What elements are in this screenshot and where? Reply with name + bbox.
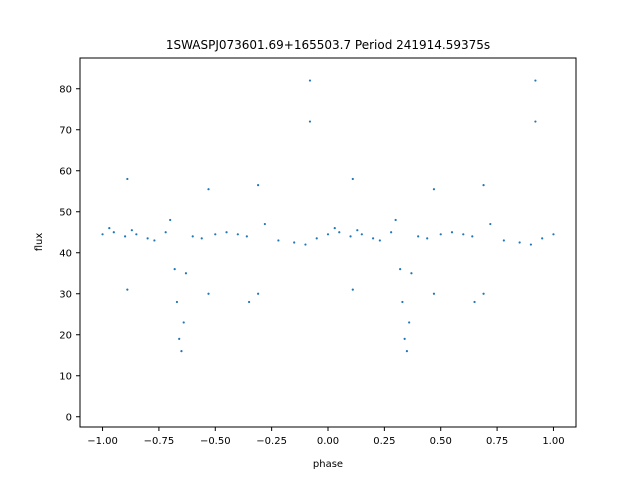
data-point: [108, 227, 111, 230]
data-point: [175, 300, 179, 304]
x-tick-label: −0.75: [144, 436, 175, 447]
data-point: [214, 233, 217, 236]
data-point: [257, 184, 260, 187]
data-point: [257, 292, 260, 295]
y-axis: 0 10 20 30 40 50 60 70 80: [59, 84, 80, 423]
data-point: [169, 218, 172, 222]
data-point: [432, 188, 436, 191]
data-point: [405, 350, 409, 353]
data-point: [153, 239, 156, 242]
data-point: [541, 237, 544, 240]
data-point: [225, 231, 228, 234]
data-point: [401, 300, 404, 304]
data-point: [529, 243, 533, 246]
data-point: [552, 233, 555, 236]
data-point: [180, 350, 183, 353]
y-tick-label: 70: [59, 125, 72, 136]
data-point: [146, 237, 149, 240]
data-point: [308, 120, 312, 123]
y-axis-label: flux: [34, 233, 45, 252]
y-tick-label: 40: [59, 248, 72, 259]
data-point: [390, 231, 393, 234]
data-point: [338, 231, 341, 234]
x-tick-label: −0.50: [200, 436, 231, 447]
data-point: [371, 237, 375, 240]
x-axis: −1.00 −0.75 −0.50 −0.25 0.00 0.25 0.50 0.75 1.00: [87, 427, 565, 447]
data-point: [489, 222, 492, 226]
data-point: [450, 231, 454, 234]
data-point: [534, 120, 537, 123]
data-point: [101, 233, 104, 236]
data-point: [462, 233, 465, 236]
data-point: [403, 337, 406, 340]
data-point: [263, 222, 266, 226]
y-tick-label: 60: [59, 166, 72, 177]
data-point: [534, 79, 537, 82]
data-point: [207, 292, 210, 295]
y-tick-label: 20: [59, 330, 72, 341]
data-point: [356, 229, 359, 232]
data-point: [351, 288, 354, 291]
data-point: [112, 231, 115, 234]
data-point: [247, 300, 251, 304]
data-point: [360, 233, 363, 236]
data-point: [482, 292, 485, 295]
data-point: [394, 218, 397, 222]
data-point: [410, 272, 413, 275]
data-point: [482, 184, 485, 187]
data-points: [101, 79, 555, 353]
data-point: [432, 292, 436, 295]
y-tick-label: 50: [59, 207, 72, 218]
data-point: [184, 272, 188, 275]
data-point: [308, 79, 312, 82]
data-point: [426, 237, 429, 240]
data-point: [191, 235, 194, 238]
data-point: [173, 268, 176, 271]
x-tick-label: 0.00: [317, 436, 339, 447]
data-point: [473, 300, 476, 304]
data-point: [182, 321, 185, 324]
data-point: [326, 233, 330, 236]
data-point: [518, 241, 521, 244]
x-tick-label: 1.00: [542, 436, 564, 447]
data-point: [333, 227, 336, 230]
data-point: [164, 231, 167, 234]
y-tick-label: 30: [59, 289, 72, 300]
data-point: [351, 177, 354, 181]
x-tick-label: 0.25: [373, 436, 395, 447]
chart-title: 1SWASPJ073601.69+165503.7 Period 241914.…: [166, 38, 490, 52]
data-point: [417, 235, 420, 238]
data-point: [245, 235, 248, 238]
data-point: [126, 288, 129, 291]
x-axis-label: phase: [313, 459, 343, 470]
data-point: [178, 337, 181, 340]
x-tick-label: −0.25: [256, 436, 287, 447]
data-point: [135, 233, 138, 236]
data-point: [130, 229, 133, 232]
data-point: [304, 243, 307, 246]
data-point: [200, 237, 203, 240]
data-point: [293, 241, 296, 244]
data-point: [471, 235, 474, 238]
y-tick-label: 80: [59, 84, 72, 95]
data-point: [349, 235, 352, 238]
x-tick-label: 0.75: [486, 436, 508, 447]
data-point: [123, 235, 127, 238]
y-tick-label: 10: [59, 371, 72, 382]
data-point: [207, 188, 210, 191]
data-point: [236, 233, 239, 236]
data-point: [399, 268, 402, 271]
data-point: [378, 239, 381, 242]
x-tick-label: −1.00: [87, 436, 118, 447]
data-point: [502, 239, 505, 242]
data-point: [277, 239, 280, 242]
x-tick-label: 0.50: [430, 436, 452, 447]
y-tick-label: 0: [66, 412, 72, 423]
data-point: [315, 237, 318, 240]
data-point: [126, 177, 129, 181]
data-point: [408, 321, 411, 324]
data-point: [439, 233, 442, 236]
